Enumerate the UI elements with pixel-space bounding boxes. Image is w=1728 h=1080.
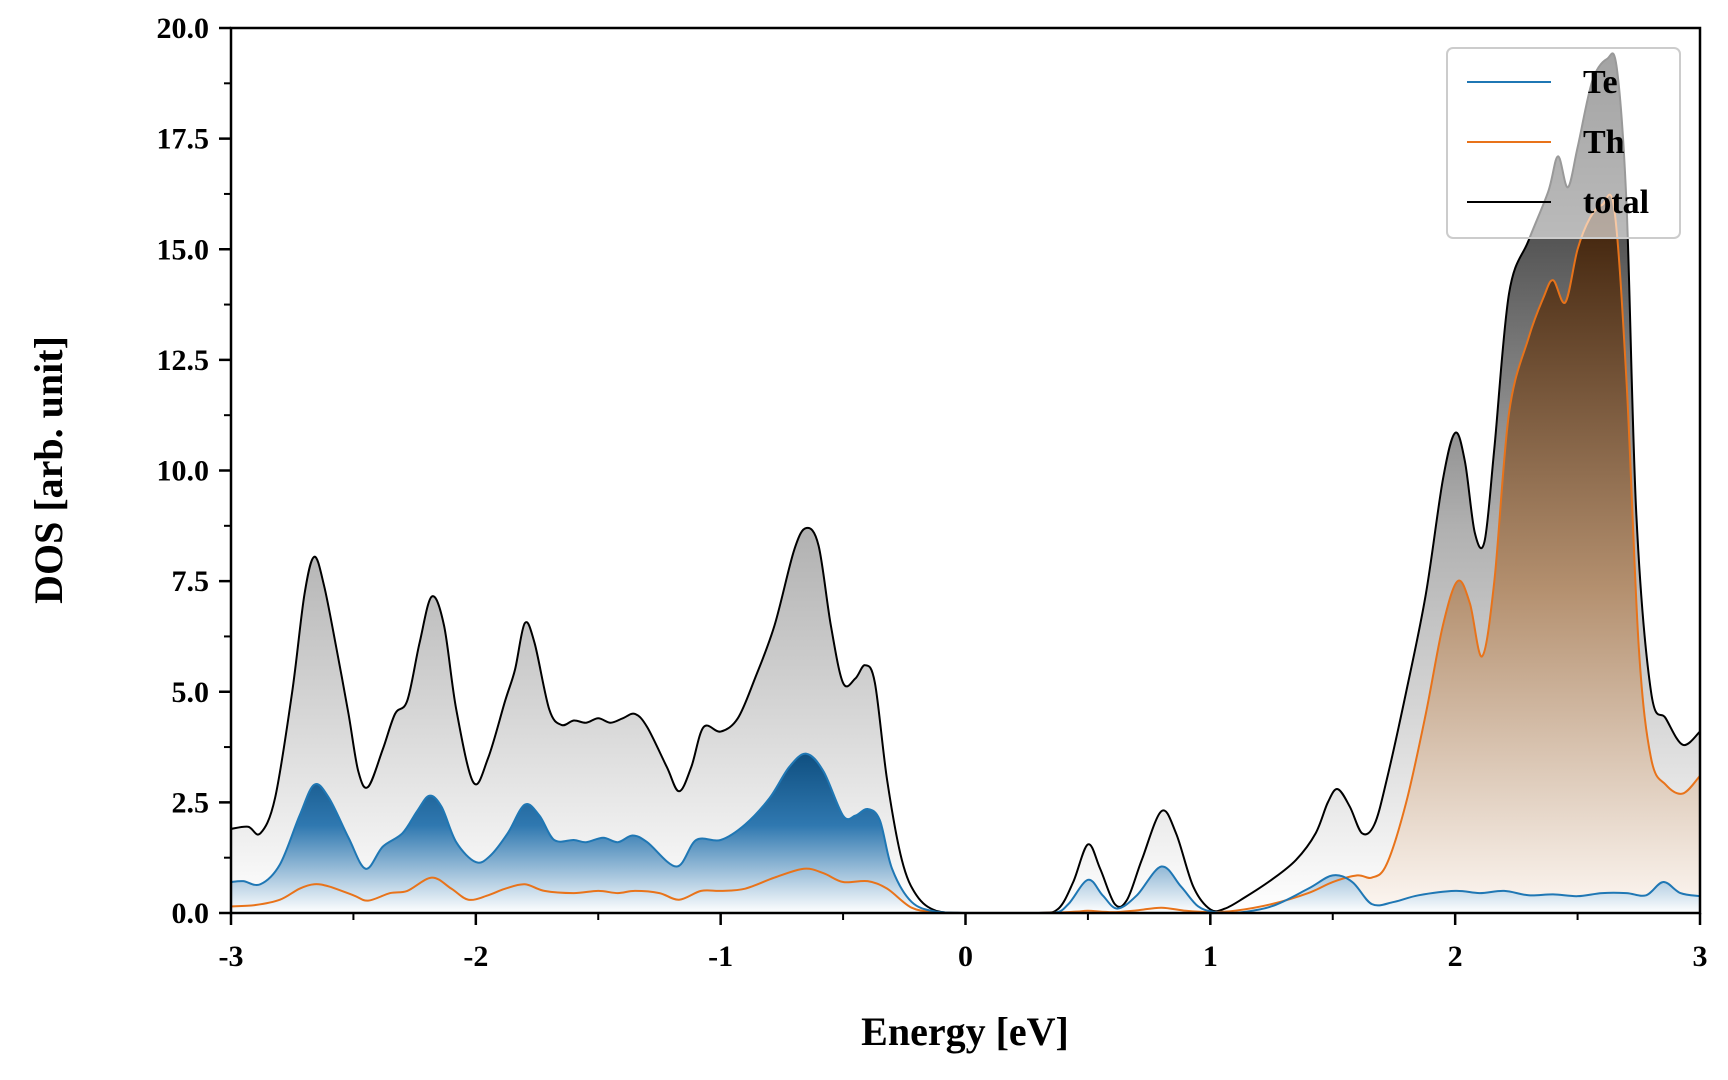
y-tick-label: 10.0	[157, 455, 210, 488]
x-tick-label: -1	[708, 940, 733, 973]
legend: Te Th total	[1446, 47, 1681, 239]
y-tick-label: 7.5	[172, 565, 210, 598]
y-tick-label: 0.0	[172, 897, 210, 930]
legend-label-te: Te	[1583, 64, 1618, 101]
y-tick-label: 2.5	[172, 786, 210, 819]
x-tick-label: 1	[1203, 940, 1218, 973]
y-axis-ticks: 0.0 2.5 5.0 7.5 10.0 12.5 15.0 17.5 20.0	[157, 12, 231, 930]
y-axis-label: DOS [arb. unit]	[26, 336, 71, 604]
series-line-te	[231, 752, 1700, 913]
area-fill-th	[231, 194, 1700, 913]
area-fills	[231, 53, 1700, 913]
series-lines	[231, 52, 1700, 913]
series-line-total	[231, 52, 1700, 913]
x-tick-label: 2	[1448, 940, 1463, 973]
legend-label-total: total	[1583, 184, 1649, 221]
legend-items: Te Th total	[1467, 64, 1649, 221]
x-axis-label: Energy [eV]	[861, 1009, 1069, 1054]
y-tick-label: 20.0	[157, 12, 210, 45]
y-tick-label: 15.0	[157, 233, 210, 266]
y-tick-label: 5.0	[172, 676, 210, 709]
legend-box	[1446, 47, 1681, 239]
y-tick-label: 17.5	[157, 123, 210, 156]
series-line-th	[231, 193, 1700, 913]
x-axis-ticks: -3 -2 -1 0 1 2 3	[219, 913, 1708, 973]
x-tick-label: -2	[463, 940, 488, 973]
y-tick-label: 12.5	[157, 344, 210, 377]
x-tick-label: 0	[958, 940, 973, 973]
area-fill-te	[231, 753, 1700, 913]
legend-label-th: Th	[1583, 124, 1625, 161]
x-tick-label: -3	[219, 940, 244, 973]
x-tick-label: 3	[1693, 940, 1708, 973]
